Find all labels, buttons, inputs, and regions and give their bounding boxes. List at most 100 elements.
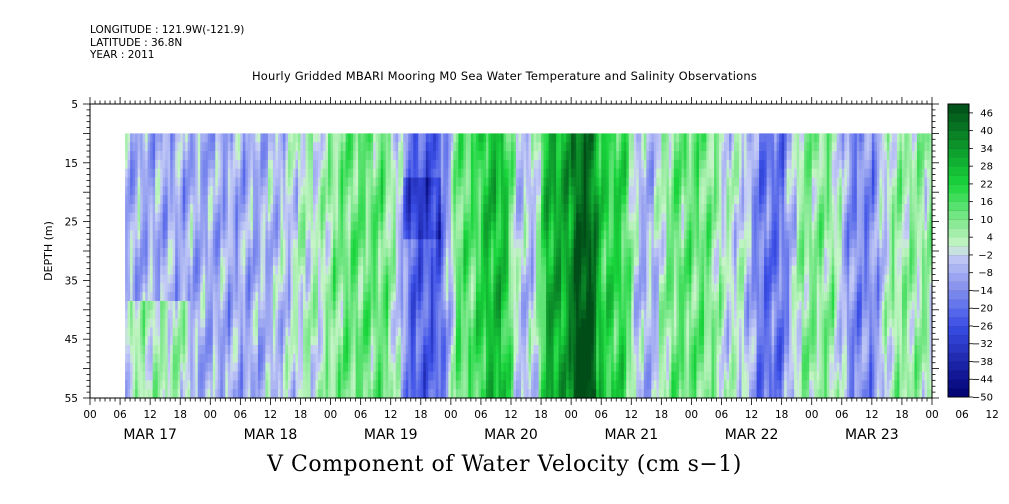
heatmap-cell [455,353,459,364]
heatmap-cell [430,195,434,205]
heatmap-cell [400,362,404,373]
heatmap-cell [262,380,267,390]
heatmap-cell [418,195,422,205]
heatmap-cell [350,380,354,390]
heatmap-cell [217,300,221,311]
heatmap-cell [310,256,314,267]
heatmap-cell [440,336,444,346]
heatmap-cell [500,274,505,284]
heatmap-cell [303,221,307,232]
heatmap-cell [305,186,309,196]
heatmap-cell [125,300,129,311]
heatmap-cell [320,142,324,152]
heatmap-cell [348,186,352,196]
heatmap-cell [521,353,525,364]
heatmap-cell [287,345,292,355]
heatmap-cell [365,142,369,152]
heatmap-cell [438,309,442,320]
heatmap-cell [152,292,156,302]
heatmap-cell [127,389,131,399]
heatmap-cell [157,327,161,337]
heatmap-cell [518,274,522,284]
heatmap-cell [310,389,314,399]
heatmap-cell [282,345,287,355]
heatmap-cell [345,221,349,232]
heatmap-cell [400,353,404,364]
heatmap-cell [443,230,447,240]
heatmap-cell [430,133,434,143]
heatmap-cell [413,274,417,284]
heatmap-cell [393,221,397,232]
heatmap-cell [315,133,319,143]
heatmap-cell [513,336,517,346]
heatmap-cell [187,151,191,161]
heatmap-cell [378,133,382,143]
heatmap-cell [170,186,174,196]
heatmap-cell [215,212,219,223]
heatmap-cell [450,362,454,373]
heatmap-cell [215,380,219,390]
heatmap-cell [162,380,166,390]
heatmap-cell [150,327,154,337]
heatmap-cell [255,195,259,205]
heatmap-cell [162,159,166,170]
heatmap-cell [290,151,294,161]
heatmap-cell [430,336,434,346]
heatmap-cell [495,353,500,364]
heatmap-cell [440,371,444,381]
heatmap-cell [455,256,459,267]
heatmap-cell [385,327,389,337]
heatmap-cell [240,186,244,196]
heatmap-cell [395,159,399,170]
heatmap-cell [453,265,457,276]
heatmap-cell [433,177,437,187]
heatmap-cell [533,371,537,381]
heatmap-cell [415,159,419,170]
heatmap-cell [318,256,322,267]
heatmap-cell [453,159,457,170]
heatmap-cell [500,389,505,399]
heatmap-cell [428,195,432,205]
heatmap-cell [523,336,527,346]
heatmap-cell [526,142,530,152]
heatmap-cell [132,318,136,329]
heatmap-cell [490,327,495,337]
heatmap-cell [220,151,224,161]
heatmap-cell [453,327,457,337]
heatmap-cell [408,203,412,214]
heatmap-cell [285,186,289,196]
heatmap-cell [297,345,302,355]
heatmap-cell [388,300,392,311]
heatmap-cell [353,151,357,161]
heatmap-cell [330,151,334,161]
heatmap-cell [413,371,417,381]
heatmap-cell [205,159,209,170]
heatmap-cell [375,292,379,302]
heatmap-cell [363,336,367,346]
heatmap-cell [225,318,229,329]
heatmap-cell [398,353,402,364]
heatmap-cell [313,159,317,170]
heatmap-cell [385,292,389,302]
heatmap-cell [435,177,439,187]
heatmap-cell [305,309,309,320]
heatmap-cell [516,159,520,170]
heatmap-cell [538,380,542,390]
heatmap-cell [205,389,209,399]
heatmap-cell [315,336,319,346]
heatmap-cell [463,327,467,337]
heatmap-cell [145,221,149,232]
heatmap-cell [313,318,317,329]
heatmap-cell [475,239,480,249]
heatmap-cell [483,177,487,187]
heatmap-cell [252,309,256,320]
heatmap-cell [297,221,302,232]
heatmap-cell [395,177,399,187]
heatmap-cell [478,203,482,214]
heatmap-cell [308,168,312,179]
heatmap-cell [207,265,211,276]
heatmap-cell [205,292,209,302]
heatmap-cell [207,212,211,223]
heatmap-cell [315,212,319,223]
heatmap-cell [345,248,349,258]
